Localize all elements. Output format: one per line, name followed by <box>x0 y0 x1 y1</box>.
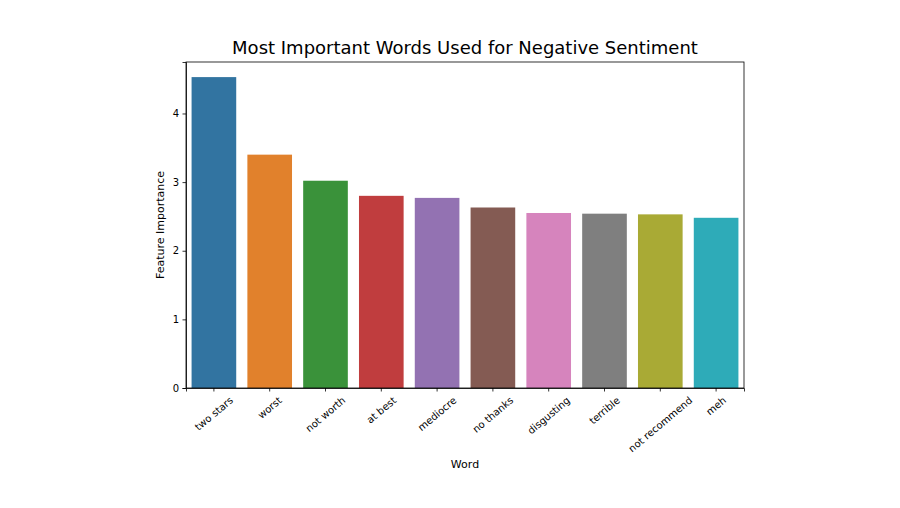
x-tick-mark <box>716 388 717 392</box>
bar <box>303 181 348 388</box>
x-tick-label: no thanks <box>470 395 515 435</box>
x-tick: two stars <box>193 388 235 433</box>
x-tick: worst <box>256 388 284 421</box>
x-tick: no thanks <box>470 388 515 435</box>
y-tick-mark <box>183 113 187 114</box>
x-axis: two stars worst not worth at best mediocre no… <box>187 388 745 454</box>
y-tick-label: 2 <box>173 245 179 256</box>
y-tick: 2 <box>173 245 186 256</box>
x-tick-mark <box>381 388 382 392</box>
bar <box>638 214 683 388</box>
y-tick-mark <box>183 251 187 252</box>
bar <box>192 77 237 388</box>
x-tick-label: disgusting <box>525 395 572 437</box>
y-tick: 0 <box>173 383 186 394</box>
plot: 0 1 2 3 4 two stars worst not worth at best medio… <box>173 62 745 454</box>
y-axis-title: Feature Importance <box>154 171 167 279</box>
bar <box>582 214 627 388</box>
y-tick-label: 3 <box>173 177 179 188</box>
x-tick-label: two stars <box>193 395 235 433</box>
x-tick-mark <box>604 388 605 392</box>
chart: 0 1 2 3 4 two stars worst not worth at best medio… <box>0 0 900 508</box>
y-axis-line <box>183 63 187 389</box>
x-tick: disgusting <box>525 388 572 436</box>
y-tick-label: 4 <box>173 108 179 119</box>
x-tick-label: at best <box>364 395 398 426</box>
y-axis: 0 1 2 3 4 <box>173 63 187 394</box>
x-tick-mark <box>548 388 549 392</box>
bar <box>415 198 460 388</box>
x-tick: terrible <box>587 388 622 426</box>
y-tick-label: 1 <box>173 314 179 325</box>
bar <box>526 213 571 388</box>
x-tick: not recommend <box>626 388 694 454</box>
title: Most Important Words Used for Negative S… <box>232 37 698 58</box>
x-tick-label: not worth <box>303 395 347 434</box>
x-tick: mediocre <box>416 388 459 433</box>
x-tick-mark <box>325 388 326 392</box>
bars <box>192 77 739 388</box>
x-tick-label: mediocre <box>416 395 459 433</box>
x-tick-mark <box>492 388 493 392</box>
frame <box>186 62 744 388</box>
bar <box>247 155 292 388</box>
x-tick-label: meh <box>704 395 728 418</box>
y-tick-mark <box>183 388 187 389</box>
y-tick-mark <box>183 182 187 183</box>
x-tick: at best <box>364 388 398 425</box>
x-axis-line <box>187 389 745 392</box>
bar <box>694 218 739 388</box>
x-tick: meh <box>704 388 728 417</box>
x-tick-mark <box>213 388 214 392</box>
y-tick: 4 <box>173 108 186 119</box>
x-tick-mark <box>437 388 438 392</box>
x-axis-title: Word <box>451 458 479 471</box>
y-tick-mark <box>183 319 187 320</box>
x-tick-mark <box>660 388 661 392</box>
x-tick-mark <box>269 388 270 392</box>
x-tick-label: not recommend <box>626 395 694 455</box>
y-tick-label: 0 <box>173 383 179 394</box>
x-tick-label: worst <box>256 395 284 421</box>
y-tick: 3 <box>173 177 186 188</box>
bar <box>471 207 516 388</box>
bar <box>359 196 404 388</box>
y-tick: 1 <box>173 314 186 325</box>
x-tick: not worth <box>303 388 347 434</box>
x-tick-label: terrible <box>587 395 622 427</box>
